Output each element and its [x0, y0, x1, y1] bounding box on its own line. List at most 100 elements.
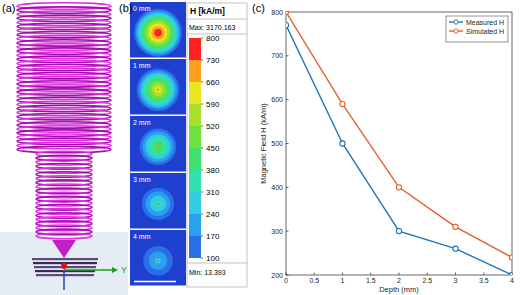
series-marker	[396, 229, 401, 234]
colorbar-tick	[201, 148, 203, 149]
legend-box	[446, 16, 508, 42]
depth-label: 2 mm	[133, 119, 151, 126]
field-contour	[136, 11, 180, 55]
series-line	[286, 12, 512, 257]
colorbar-tick	[201, 170, 203, 171]
center-dot	[157, 146, 159, 148]
x-tick	[370, 273, 371, 276]
divider	[187, 263, 247, 264]
legend-marker	[454, 29, 458, 33]
y-tick-label: 700	[271, 52, 283, 59]
colorbar-tick	[201, 60, 203, 61]
y-tick	[286, 275, 289, 276]
field-contour	[146, 78, 170, 102]
field-image: 0 mm	[130, 2, 186, 58]
y-tick	[286, 231, 289, 232]
axis-label: Y	[121, 265, 127, 275]
colorbar-tick-label: 590	[206, 100, 220, 109]
y-tick	[286, 143, 289, 144]
x-tick	[483, 273, 484, 276]
series-marker	[453, 246, 458, 251]
center-dot	[157, 89, 159, 91]
series-line	[286, 25, 512, 275]
colorbar-title: H [kA/m]	[190, 6, 225, 16]
colorbar-tick	[201, 192, 203, 193]
field-contour	[151, 26, 164, 39]
panel-label: (a)	[2, 2, 15, 14]
colorbar-band	[189, 60, 201, 82]
colorbar-tick-label: 310	[206, 188, 220, 197]
field-contour	[146, 21, 169, 44]
field-contour	[155, 258, 161, 264]
field-contour	[149, 251, 168, 270]
field-contour	[139, 71, 177, 109]
series-marker	[340, 141, 345, 146]
y-tick	[286, 55, 289, 56]
line-chart: 20030040050060070080000.511.522.533.54De…	[252, 2, 515, 294]
field-contour	[146, 192, 170, 216]
field-contour	[137, 68, 180, 111]
series-marker	[509, 255, 512, 260]
colorbar-tick-label: 170	[206, 232, 220, 241]
plate	[36, 274, 94, 276]
colorbar-tick	[201, 236, 203, 237]
field-image: 3 mm	[130, 173, 186, 229]
colorbar-tick	[201, 126, 203, 127]
x-tick	[399, 273, 400, 276]
axis-arrow	[64, 269, 112, 271]
field-contour	[154, 29, 162, 37]
core-tip	[52, 240, 76, 258]
x-tick-label: 1.5	[366, 277, 376, 284]
colorbar-tick-label: 520	[206, 122, 220, 131]
field-contour	[141, 73, 174, 106]
y-tick-label: 300	[271, 228, 283, 235]
field-contour	[143, 246, 172, 275]
x-tick-label: 1	[341, 277, 345, 284]
y-tick-label: 200	[271, 272, 283, 279]
x-tick-label: 2	[397, 277, 401, 284]
y-tick-label: 800	[271, 9, 283, 16]
colorbar-frame	[187, 3, 247, 287]
field-contour	[142, 131, 173, 162]
field-contour	[155, 201, 161, 207]
field-contour	[142, 188, 174, 220]
field-contour	[140, 15, 176, 51]
depth-label: 0 mm	[133, 5, 151, 12]
panel-label: (b)	[119, 2, 132, 14]
panel-b: 0 mm1 mm2 mm3 mm4 mm(b)H [kA/m]Max: 3170…	[119, 2, 247, 287]
x-tick	[286, 273, 287, 276]
field-contour	[144, 75, 173, 104]
y-tick-label: 400	[271, 184, 283, 191]
depth-label: 3 mm	[133, 176, 151, 183]
colorbar-band	[189, 104, 201, 126]
max-label: Max: 3170.163	[189, 24, 235, 31]
colorbar-band	[189, 236, 201, 258]
field-image: 4 mm	[130, 230, 186, 286]
image-bg	[130, 59, 186, 115]
field-contour	[134, 9, 182, 57]
min-label: Min: 13.393	[189, 269, 226, 276]
series-marker	[286, 23, 289, 28]
field-contour	[150, 196, 166, 212]
figure: Y(a)0 mm1 mm2 mm3 mm4 mm(b)H [kA/m]Max: …	[0, 0, 520, 295]
colorbar-tick	[201, 38, 203, 39]
center-dot	[157, 32, 159, 34]
image-bg	[130, 230, 186, 286]
colorbar-band	[189, 214, 201, 236]
scale-bar	[134, 281, 176, 283]
field-contour	[138, 13, 178, 53]
colorbar-band	[189, 38, 201, 60]
arrow-head	[112, 267, 118, 273]
field-contour	[149, 24, 167, 42]
colorbar: H [kA/m]Max: 3170.1631001702403103804505…	[187, 3, 247, 287]
x-tick-label: 0	[284, 277, 288, 284]
field-contour	[142, 17, 174, 49]
panel-label: (c)	[252, 2, 265, 14]
y-axis-label: Magnetic Field H (kA/m)	[259, 103, 268, 184]
center-dot	[157, 203, 159, 205]
x-tick	[427, 273, 428, 276]
colorbar-tick	[201, 82, 203, 83]
x-tick-label: 4	[510, 277, 514, 284]
colorbar-tick	[201, 214, 203, 215]
series-marker	[453, 224, 458, 229]
